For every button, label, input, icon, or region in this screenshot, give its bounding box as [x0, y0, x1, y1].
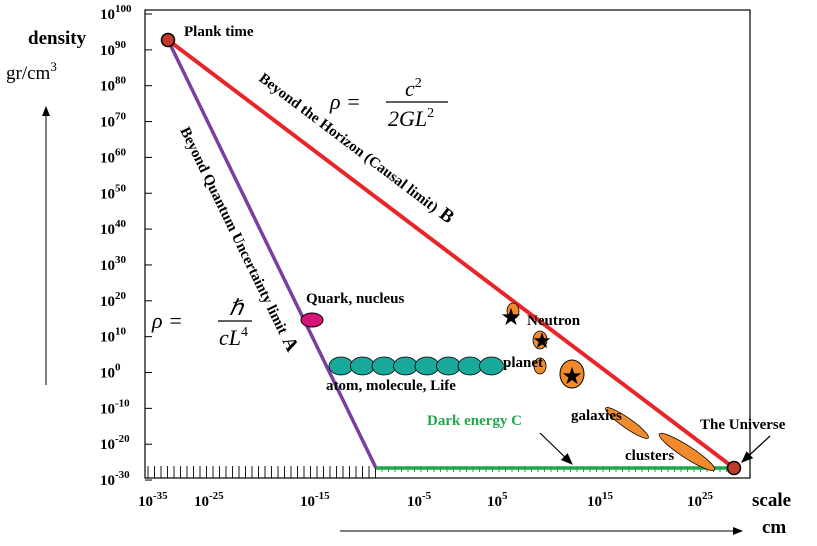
y-tick-label: 1030 [100, 254, 127, 274]
y-tick-label: 1090 [100, 39, 127, 59]
planet-star-icon: ★ [532, 328, 552, 353]
y-tick-label: 100 [100, 362, 121, 382]
y-axis-title: density [28, 28, 87, 49]
galaxy-star-icon: ★ [561, 364, 583, 390]
x-tick-label: 105 [487, 490, 508, 510]
galaxy-core-ellipse [559, 359, 585, 389]
quantum-formula: ρ = ℏ cL4 [151, 295, 252, 350]
y-tick-label: 10-20 [100, 433, 130, 453]
atom-chain [328, 356, 510, 376]
galaxies-ellipse [605, 407, 649, 439]
x-tick-label: 10-35 [138, 490, 168, 510]
plot-frame [144, 9, 751, 479]
quark-label: Quark, nucleus [306, 291, 405, 307]
dark-energy-arrow [539, 432, 573, 465]
x-tick-label: 1025 [687, 490, 714, 510]
clusters-ellipse [658, 432, 716, 472]
y-tick-label: 10100 [100, 3, 132, 23]
planet-upper-ellipse [532, 330, 548, 350]
plank-time-point [160, 32, 176, 48]
horizon-limit-line [166, 38, 736, 470]
atom-ellipse [414, 356, 440, 376]
universe-label: The Universe [700, 417, 786, 433]
y-axis-ticks: 10100 1090 1080 1070 1060 1050 1040 1030 1020 101… [100, 3, 152, 489]
horizon-formula-numerator: c2 [405, 76, 422, 101]
neutron-label: Neutron [527, 313, 581, 329]
atom-ellipse [457, 356, 483, 376]
x-tick-label: 10-15 [300, 490, 330, 510]
atom-ellipse [328, 356, 354, 376]
quark-ellipse [300, 312, 324, 328]
neutron-star-icon: ★ [500, 305, 522, 331]
plank-time-label: Plank time [184, 24, 254, 40]
neutron-ellipse [506, 302, 520, 320]
y-tick-label: 1060 [100, 146, 127, 166]
y-axis-unit: gr/cm3 [6, 59, 57, 84]
x-axis-title: scale [752, 490, 791, 511]
horizon-formula-lhs: ρ = [329, 89, 361, 114]
y-tick-label: 10-10 [100, 397, 130, 417]
quantum-formula-lhs: ρ = [151, 308, 183, 333]
y-tick-label: 1010 [100, 326, 127, 346]
quantum-formula-denominator: cL4 [219, 325, 248, 350]
x-axis-ticks: 10-35 10-25 10-15 10-5 105 1015 1025 [138, 490, 714, 510]
y-tick-label: 1050 [100, 182, 127, 202]
x-tick-label: 10-25 [194, 490, 224, 510]
y-tick-label: 1020 [100, 290, 127, 310]
horizon-formula: ρ = c2 2GL2 [329, 76, 448, 131]
quantum-limit-label: Beyond Quantum Uncertainty limitA [176, 123, 303, 355]
atom-label: atom, molecule, Life [326, 378, 456, 394]
y-tick-label: 1080 [100, 75, 127, 95]
planet-lower-ellipse [533, 357, 547, 375]
galaxies-label: galaxies [571, 408, 622, 424]
clusters-label: clusters [625, 448, 674, 464]
x-tick-label: 10-5 [407, 490, 432, 510]
horizon-formula-denominator: 2GL2 [388, 106, 434, 131]
quantum-formula-numerator: ℏ [229, 295, 245, 320]
x-tick-label: 1015 [587, 490, 614, 510]
dark-energy-label: Dark energy C [427, 413, 522, 429]
atom-ellipse [371, 356, 397, 376]
planet-label: planet [503, 355, 543, 371]
atom-ellipse [393, 356, 418, 376]
x-axis-unit: cm [762, 517, 786, 538]
universe-point [726, 460, 742, 476]
universe-arrow [741, 435, 771, 463]
y-tick-label: 1040 [100, 218, 127, 238]
atom-ellipse [436, 356, 461, 376]
quantum-limit-line [166, 39, 378, 469]
atom-ellipse [350, 356, 375, 376]
y-tick-label: 1070 [100, 111, 127, 131]
y-tick-label: 10-30 [100, 469, 130, 489]
